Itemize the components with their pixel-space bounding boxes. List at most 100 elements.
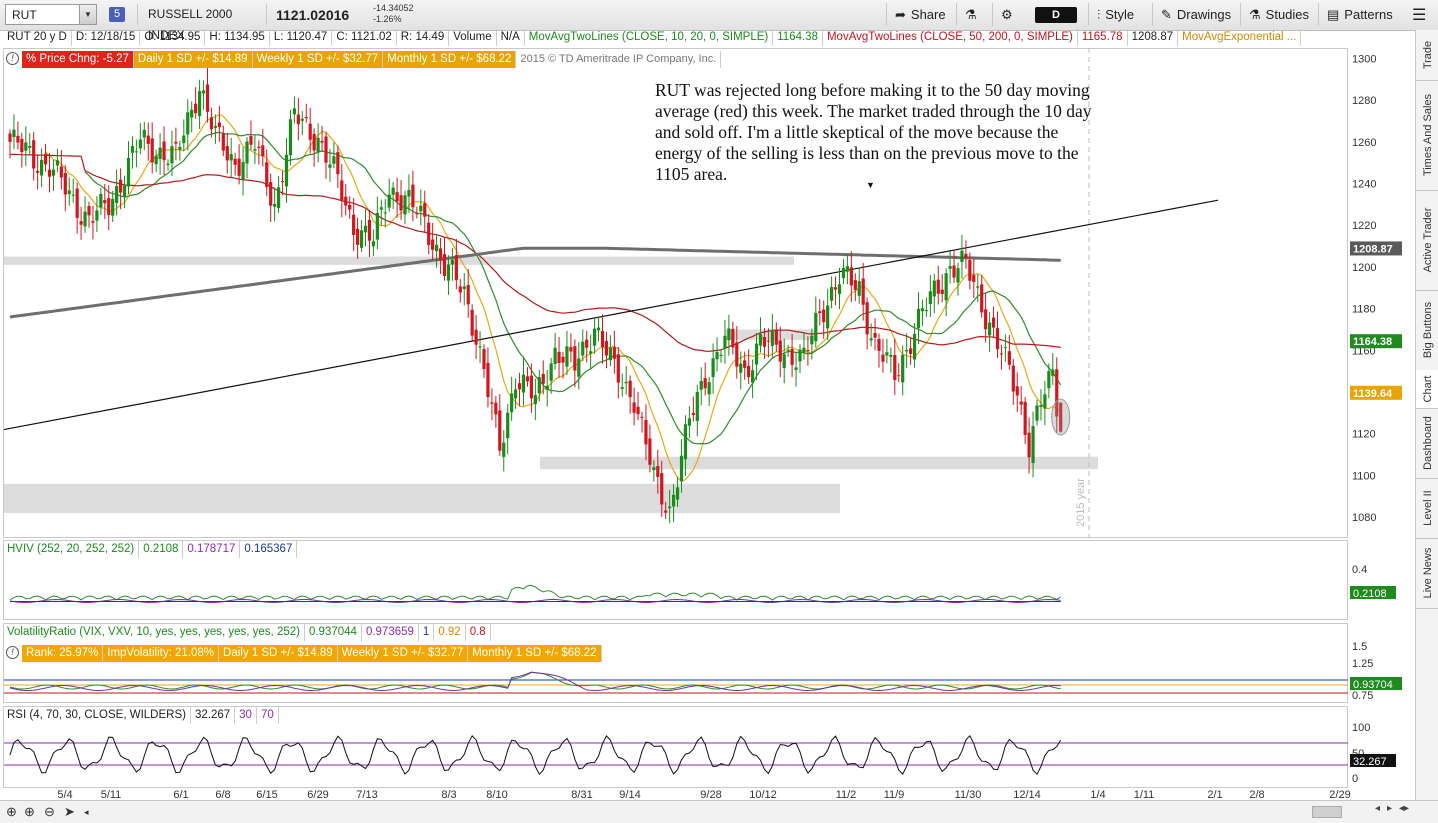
- rsi-value1: 32.267: [191, 707, 236, 724]
- bottom-toolbar: ⊕ ⊕ ⊖ ➤ ◂: [0, 800, 1438, 823]
- tab-level-ii[interactable]: Level II: [1416, 478, 1438, 539]
- daily-sd-badge[interactable]: Daily 1 SD +/- $14.89: [219, 645, 338, 662]
- net-change: -14.34052: [373, 3, 414, 13]
- y-tick-label: 1080: [1352, 512, 1376, 524]
- hviv-label[interactable]: HVIV (252, 20, 252, 252): [3, 541, 140, 558]
- scroll-right-icon[interactable]: ▸: [1387, 803, 1393, 814]
- volratio-value1: 0.937044: [305, 624, 362, 641]
- chart-annotation[interactable]: RUT was rejected long before making it t…: [655, 80, 1092, 184]
- price-marker-label: 1208.87: [1353, 243, 1393, 255]
- style-button[interactable]: ⫶ Style: [1088, 3, 1150, 26]
- gear-icon: ⚙: [1001, 7, 1013, 22]
- tab-active-trader[interactable]: Active Trader: [1416, 190, 1438, 291]
- ma2-value1: 1165.78: [1078, 29, 1128, 46]
- daily-sd-badge[interactable]: Daily 1 SD +/- $14.89: [133, 51, 253, 68]
- ma1-label[interactable]: MovAvgTwoLines (CLOSE, 10, 20, 0, SIMPLE…: [525, 29, 774, 46]
- rsi-marker-label: 32.267: [1353, 756, 1387, 768]
- bar-close: C: 1121.02: [332, 29, 397, 46]
- hviv-marker-label: 0.2108: [1353, 588, 1387, 600]
- bar-low: L: 1120.47: [270, 29, 333, 46]
- rank-badge[interactable]: Rank: 25.97%: [22, 645, 104, 662]
- tab-dashboard[interactable]: Dashboard: [1416, 408, 1438, 479]
- change-block: -14.34052 -1.26%: [373, 3, 414, 25]
- info-icon[interactable]: !: [6, 646, 19, 660]
- aggregation-button[interactable]: D: [1035, 7, 1077, 23]
- tab-times-and-sales[interactable]: Times And Sales: [1416, 80, 1438, 191]
- info-icon[interactable]: !: [6, 52, 19, 66]
- rsi-label[interactable]: RSI (4, 70, 30, CLOSE, WILDERS): [3, 707, 191, 724]
- caret-icon[interactable]: ◂: [84, 807, 89, 817]
- tab-label: Active Trader: [1421, 207, 1434, 273]
- rsi-tick: 50: [1352, 748, 1364, 760]
- rsi-value2: 30: [235, 707, 257, 724]
- weekly-sd-badge[interactable]: Weekly 1 SD +/- $32.77: [252, 51, 384, 68]
- zoom-in-icon[interactable]: ⊕: [24, 804, 35, 819]
- studies-button[interactable]: ⚗ Studies: [1240, 3, 1316, 26]
- link-group-badge[interactable]: 5: [109, 7, 125, 22]
- bar-high: H: 1134.95: [205, 29, 270, 46]
- price-marker: [1350, 334, 1402, 349]
- price-header-row: RUT 20 y D D: 12/18/15 O: 1134.95 H: 1134.9…: [3, 29, 1302, 46]
- cursor-icon[interactable]: ➤: [64, 804, 75, 819]
- style-icon: ⫶: [1097, 7, 1101, 22]
- volratio-pane[interactable]: [3, 623, 1348, 703]
- scroll-left-icon[interactable]: ◂: [1375, 803, 1381, 814]
- flask-button[interactable]: ⚗: [956, 3, 988, 26]
- top-toolbar: RUT ▼ 5 RUSSELL 2000 INDEX 1121.02016 -1…: [0, 0, 1438, 42]
- y-tick-label: 1120: [1352, 429, 1376, 441]
- chevron-down-icon[interactable]: ▼: [79, 5, 96, 24]
- y-tick-label: 1140: [1352, 387, 1376, 399]
- scrollbar-thumb[interactable]: [1312, 806, 1342, 818]
- pct-change: -1.26%: [373, 14, 402, 24]
- tab-live-news[interactable]: Live News: [1416, 538, 1438, 609]
- hviv-tick: 0.4: [1352, 564, 1367, 576]
- drawings-button[interactable]: ✎ Drawings: [1152, 3, 1238, 26]
- hviv-marker: [1350, 586, 1396, 599]
- price-studies-row: !% Price Chng: -5.27 Daily 1 SD +/- $14.8…: [3, 51, 722, 68]
- hviv-pane[interactable]: [3, 540, 1348, 620]
- monthly-sd-badge[interactable]: Monthly 1 SD +/- $68.22: [468, 645, 602, 662]
- studies-label: Studies: [1265, 7, 1310, 22]
- patterns-icon: ▤: [1327, 7, 1340, 22]
- rsi-marker: [1350, 754, 1396, 767]
- tab-trade[interactable]: Trade: [1416, 30, 1438, 81]
- patterns-label: Patterns: [1344, 7, 1393, 22]
- weekly-sd-badge[interactable]: Weekly 1 SD +/- $32.77: [337, 645, 469, 662]
- monthly-sd-badge[interactable]: Monthly 1 SD +/- $68.22: [383, 51, 517, 68]
- volratio-label[interactable]: VolatilityRatio (VIX, VXV, 10, yes, yes,…: [3, 624, 305, 641]
- volratio-marker-label: 0.93704: [1353, 679, 1393, 691]
- pct-price-change-badge[interactable]: % Price Chng: -5.27: [22, 51, 134, 68]
- rsi-tick: 100: [1352, 722, 1370, 734]
- tab-big-buttons[interactable]: Big Buttons: [1416, 290, 1438, 371]
- scroll-fit-icon[interactable]: ◂▸: [1399, 803, 1410, 814]
- volume-label: Volume: [449, 29, 497, 46]
- patterns-button[interactable]: ▤ Patterns: [1318, 3, 1402, 26]
- share-button[interactable]: ➦ Share: [886, 3, 950, 26]
- rsi-header: RSI (4, 70, 30, CLOSE, WILDERS) 32.267 30 7…: [3, 707, 279, 724]
- y-tick-label: 1300: [1352, 53, 1376, 65]
- ma2-label[interactable]: MovAvgTwoLines (CLOSE, 50, 200, 0, SIMPL…: [823, 29, 1078, 46]
- volratio-header: VolatilityRatio (VIX, VXV, 10, yes, yes,…: [3, 624, 491, 641]
- menu-icon[interactable]: ☰: [1412, 7, 1427, 24]
- tab-chart[interactable]: Chart: [1416, 370, 1438, 409]
- price-pane[interactable]: [3, 48, 1348, 538]
- volratio-tick: 1.5: [1352, 641, 1367, 653]
- rsi-pane[interactable]: [3, 706, 1348, 788]
- instrument-name: RUSSELL 2000 INDEX: [137, 4, 267, 42]
- symbol-text: RUT: [12, 8, 37, 22]
- settings-button[interactable]: ⚙: [992, 3, 1024, 26]
- symbol-selector[interactable]: RUT ▼: [5, 4, 97, 25]
- impvol-badge[interactable]: ImpVolatility: 21.08%: [103, 645, 220, 662]
- right-tab-strip: Trade Times And Sales Active Trader Big But…: [1415, 30, 1438, 800]
- volratio-badges: ! Rank: 25.97% ImpVolatility: 21.08% Daily …: [3, 645, 602, 662]
- zoom-out-icon[interactable]: ⊖: [44, 804, 55, 819]
- y-tick-label: 1160: [1352, 345, 1376, 357]
- y-tick-label: 1180: [1352, 304, 1376, 316]
- price-marker-label: 1164.38: [1353, 336, 1392, 348]
- volratio-value3: 1: [419, 624, 435, 641]
- style-label: Style: [1105, 7, 1135, 22]
- ma3-label[interactable]: MovAvgExponential ...: [1178, 29, 1302, 46]
- price-marker: [1350, 385, 1402, 400]
- zoom-icon[interactable]: ⊕: [6, 804, 17, 819]
- hviv-header: HVIV (252, 20, 252, 252) 0.2108 0.178717 0.…: [3, 541, 298, 558]
